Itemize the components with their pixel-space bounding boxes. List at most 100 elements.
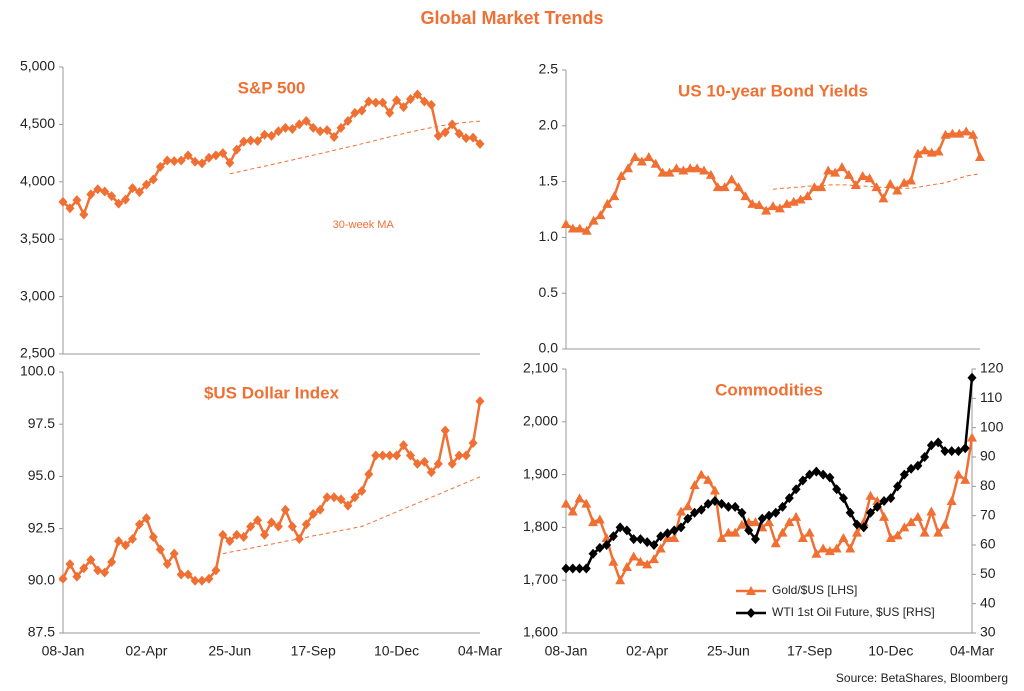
data-point	[730, 501, 740, 512]
data-point	[433, 130, 443, 141]
data-point	[190, 575, 200, 586]
data-point	[461, 133, 471, 144]
data-point	[155, 544, 165, 555]
data-point	[86, 554, 96, 565]
data-point	[852, 519, 862, 530]
data-point	[705, 169, 716, 179]
x-tick-label: 10-Dec	[374, 643, 419, 659]
data-point	[128, 183, 137, 194]
y-tick-label: 4,000	[20, 173, 55, 189]
data-point	[419, 96, 429, 107]
data-point	[893, 481, 903, 492]
data-point	[141, 179, 151, 190]
data-point	[100, 567, 110, 578]
data-point	[940, 129, 951, 139]
data-point	[574, 493, 585, 503]
data-point	[737, 507, 747, 518]
data-point	[588, 215, 599, 225]
data-point	[655, 543, 666, 553]
data-point	[399, 440, 409, 451]
data-point	[239, 531, 249, 542]
data-point	[642, 559, 653, 569]
data-point	[267, 130, 276, 141]
data-point	[568, 563, 578, 574]
data-point	[629, 534, 639, 545]
data-point	[703, 474, 714, 484]
data-point	[72, 571, 82, 582]
data-point	[933, 527, 944, 537]
data-point	[246, 135, 256, 146]
data-point	[757, 513, 767, 524]
data-point	[350, 492, 360, 503]
data-point	[919, 527, 930, 537]
data-point	[879, 511, 890, 521]
x-tick-label: 25-Jun	[707, 643, 750, 659]
data-point	[58, 196, 68, 207]
data-point	[218, 148, 228, 159]
y-tick-label: 90.0	[28, 572, 55, 588]
y2-tick-label: 120	[980, 360, 1004, 376]
data-point	[336, 494, 346, 505]
x-tick-label: 17-Sep	[787, 643, 832, 659]
moving-average-line	[222, 476, 481, 555]
data-point	[696, 504, 706, 515]
data-point	[426, 467, 436, 478]
y-tick-label: 3,500	[20, 230, 55, 246]
y-tick-label: 1.0	[539, 228, 559, 244]
y-tick-label: 1.5	[539, 172, 559, 188]
series-line	[565, 130, 982, 233]
data-point	[682, 501, 693, 511]
data-point	[716, 532, 727, 542]
data-point	[968, 129, 979, 139]
y-tick-label: 87.5	[28, 624, 55, 640]
data-point	[197, 158, 207, 169]
data-point	[816, 182, 827, 192]
data-point	[65, 203, 75, 214]
data-point	[866, 507, 875, 518]
data-point	[183, 150, 193, 161]
data-point	[885, 532, 896, 542]
y-tick-label: 2,500	[20, 345, 55, 361]
data-point	[947, 128, 958, 138]
data-point	[676, 522, 686, 533]
data-point	[155, 161, 165, 172]
data-point	[121, 540, 131, 551]
data-point	[886, 493, 896, 504]
data-point	[926, 440, 936, 451]
data-point	[357, 105, 367, 116]
data-point	[615, 522, 625, 533]
data-point	[315, 504, 325, 515]
data-point	[642, 537, 652, 548]
data-point	[440, 425, 450, 436]
data-point	[561, 498, 571, 508]
x-tick-label: 04-Mar	[458, 643, 503, 659]
data-point	[148, 174, 158, 185]
data-point	[211, 565, 221, 576]
data-point	[447, 458, 457, 469]
data-point	[475, 138, 485, 149]
data-point	[308, 122, 318, 133]
data-point	[811, 466, 821, 477]
data-point	[378, 450, 388, 461]
x-tick-label: 17-Sep	[291, 643, 336, 659]
data-point	[710, 496, 720, 506]
data-point	[336, 122, 346, 133]
data-point	[764, 510, 774, 521]
data-point	[301, 519, 311, 530]
data-point	[301, 115, 311, 126]
data-point	[134, 187, 144, 198]
y-tick-label: 4,500	[20, 115, 55, 131]
data-point	[818, 469, 828, 480]
data-point	[643, 152, 654, 162]
data-point	[204, 152, 214, 163]
data-point	[218, 529, 228, 540]
data-point	[273, 126, 283, 137]
data-point	[750, 517, 761, 527]
data-point	[906, 517, 917, 527]
data-point	[831, 543, 842, 553]
data-point	[616, 171, 627, 181]
data-point	[392, 95, 402, 106]
y2-tick-label: 100	[980, 418, 1004, 434]
data-point	[454, 128, 464, 139]
